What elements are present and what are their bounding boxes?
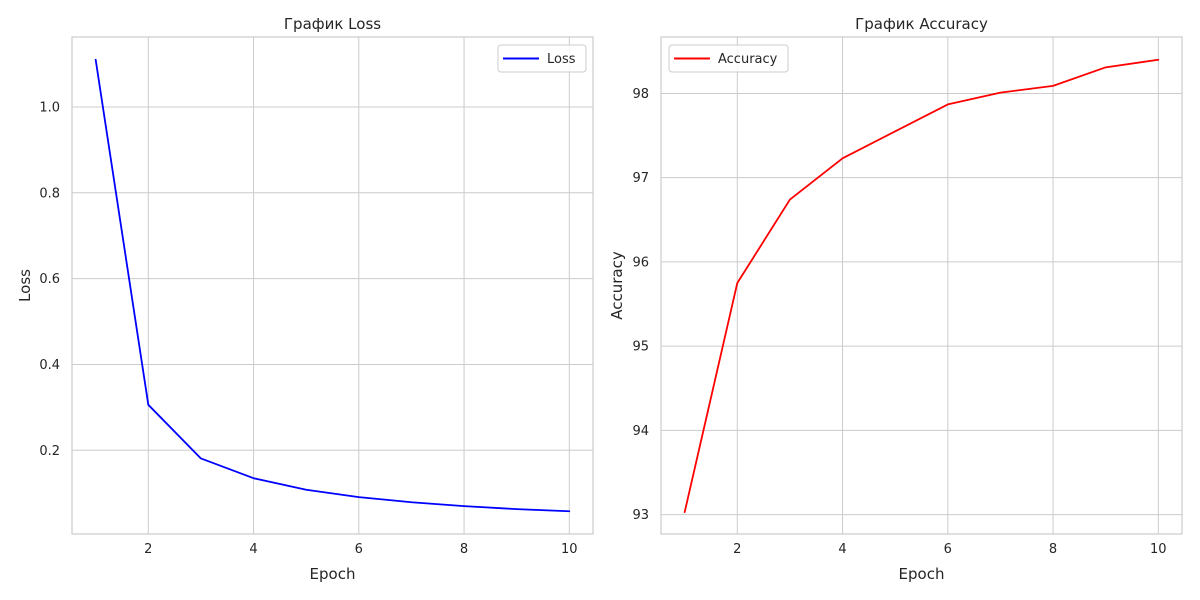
accuracy-x-tick-label: 8 [1049, 542, 1057, 557]
loss-legend-box [497, 44, 587, 73]
loss-y-tick-label: 0.2 [39, 444, 60, 459]
loss-x-tick-label: 4 [249, 542, 257, 557]
loss-y-tick-label: 1.0 [39, 100, 60, 115]
accuracy-x-axis-label: Epoch [899, 565, 945, 583]
accuracy-y-tick-labels: 93 94 95 96 97 98 [632, 87, 649, 523]
loss-x-tick-label: 2 [144, 542, 152, 557]
loss-y-tick-labels: 0.2 0.4 0.6 0.8 1.0 [39, 100, 60, 458]
accuracy-y-axis-label: Accuracy [608, 251, 626, 320]
loss-series-line [94, 58, 571, 513]
accuracy-y-tick-label: 95 [632, 340, 649, 355]
loss-y-tick-label: 0.6 [39, 272, 60, 287]
accuracy-x-tick-label: 6 [944, 542, 952, 557]
accuracy-chart-title: График Accuracy [855, 15, 988, 33]
accuracy-x-tick-label: 2 [733, 542, 741, 557]
accuracy-legend-label: Accuracy [718, 52, 778, 67]
accuracy-series-line [683, 58, 1160, 513]
loss-chart-title: График Loss [284, 15, 381, 33]
loss-legend-label: Loss [547, 52, 576, 67]
accuracy-legend: Accuracy [668, 44, 789, 73]
loss-x-tick-label: 10 [561, 542, 578, 557]
accuracy-x-tick-label: 4 [838, 542, 846, 557]
loss-plot-area [71, 36, 594, 535]
loss-x-tick-label: 6 [355, 542, 363, 557]
accuracy-y-tick-label: 97 [632, 171, 649, 186]
loss-series-lines [94, 58, 571, 513]
loss-x-tick-labels: 2 4 6 8 10 [144, 542, 577, 557]
accuracy-y-tick-label: 96 [632, 255, 649, 270]
accuracy-y-tick-label: 94 [632, 424, 649, 439]
accuracy-gridlines [661, 37, 1182, 534]
accuracy-x-tick-labels: 2 4 6 8 10 [733, 542, 1166, 557]
accuracy-series-lines [683, 58, 1160, 513]
accuracy-legend-box [668, 44, 789, 73]
loss-y-tick-label: 0.8 [39, 186, 60, 201]
loss-y-axis-label: Loss [16, 269, 34, 302]
accuracy-chart: 2 4 6 8 10 93 94 95 96 97 98 График Accuracy Epoc… [608, 15, 1183, 583]
accuracy-plot-area [660, 36, 1183, 535]
loss-x-tick-label: 8 [460, 542, 468, 557]
loss-legend: Loss [497, 44, 587, 73]
loss-chart: 2 4 6 8 10 0.2 0.4 0.6 0.8 1.0 График Loss Epoch… [16, 15, 594, 583]
loss-y-tick-label: 0.4 [39, 358, 60, 373]
loss-gridlines [72, 37, 593, 534]
accuracy-x-tick-label: 10 [1150, 542, 1167, 557]
accuracy-y-tick-label: 98 [632, 87, 649, 102]
accuracy-y-tick-label: 93 [632, 508, 649, 523]
loss-x-axis-label: Epoch [310, 565, 356, 583]
